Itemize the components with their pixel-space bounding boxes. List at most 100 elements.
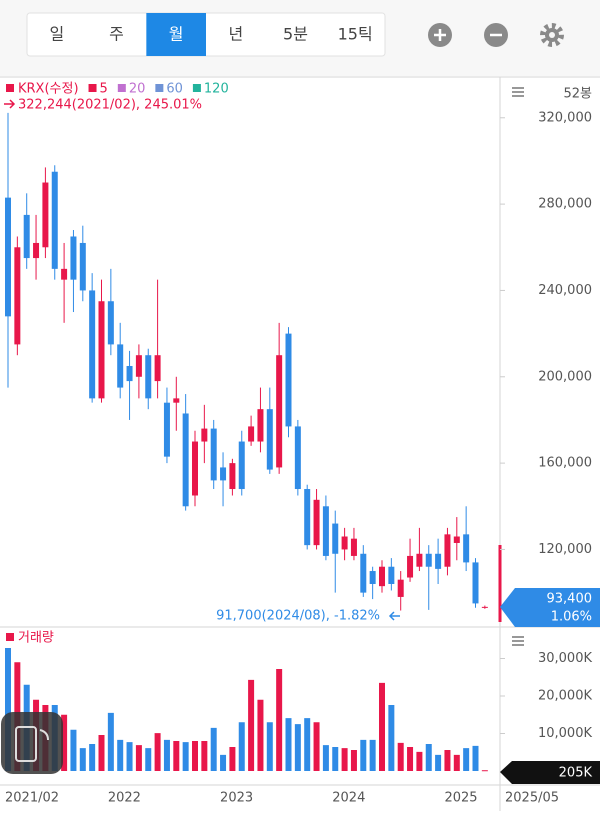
volume-bar: [435, 754, 442, 771]
legend: KRX(수정) 5 20 60 120: [6, 82, 229, 97]
volume-bar: [229, 747, 236, 771]
volume-bar: [182, 742, 189, 771]
volume-bar: [5, 648, 11, 771]
legend-label: 120: [204, 82, 229, 97]
candle-body: [154, 355, 161, 382]
high-annotation: 322,244(2021/02), 245.01%: [18, 98, 202, 113]
candle-body: [472, 562, 479, 604]
volume-bar: [70, 729, 77, 771]
y-tick-label: 10,000K: [538, 726, 592, 741]
candle-body: [79, 242, 86, 291]
tab-group: 일 주 월 년 5분 15틱: [49, 13, 373, 56]
volume-bar: [304, 718, 311, 771]
volume-title: 거래량: [18, 631, 54, 646]
y-tick-label: 280,000: [538, 197, 592, 212]
x-tick-label: 2024: [332, 791, 365, 806]
candle-body: [407, 555, 414, 578]
candle-body: [369, 571, 376, 584]
settings-button[interactable]: [540, 23, 564, 47]
current-volume: 205K: [559, 766, 593, 781]
candle-body: [33, 242, 40, 259]
candle-body: [294, 426, 301, 490]
tab[interactable]: 년: [228, 25, 243, 44]
candle-body: [379, 566, 385, 587]
candle-body: [23, 214, 30, 259]
volume-bar: [453, 754, 460, 771]
tab[interactable]: 15틱: [338, 25, 373, 44]
legend-swatch: [192, 84, 201, 92]
volume-bar: [360, 739, 367, 771]
menu-icon[interactable]: [512, 636, 524, 646]
candle-body: [481, 606, 488, 608]
volume-bar: [416, 751, 423, 771]
volume-bar: [341, 748, 348, 771]
legend-label: 20: [129, 82, 146, 97]
volume-bar: [322, 745, 329, 771]
candle-body: [42, 182, 49, 248]
current-volume-tag: [500, 761, 600, 784]
candle-body: [266, 409, 273, 470]
menu-icon[interactable]: [512, 87, 524, 97]
y-tick-label: 120,000: [538, 542, 592, 557]
tab[interactable]: 주: [109, 25, 124, 44]
candle-body: [14, 247, 21, 345]
candle-body: [163, 402, 170, 457]
volume-bar: [444, 750, 451, 771]
current-price: 93,400: [547, 592, 593, 607]
candle-body: [444, 534, 451, 567]
volume-bar: [276, 669, 283, 771]
zoom-out-button[interactable]: [484, 23, 508, 47]
volume-bar: [257, 699, 264, 771]
volume-bar: [192, 741, 198, 771]
x-tick-label: 2023: [220, 791, 253, 806]
volume-bar: [285, 718, 292, 771]
tab[interactable]: 월: [169, 25, 184, 44]
candle-body: [210, 428, 217, 481]
candle-body: [416, 553, 423, 567]
candle-body: [397, 579, 404, 597]
volume-bar: [154, 733, 161, 771]
volume-bar: [463, 748, 470, 771]
candle-body: [341, 536, 348, 550]
volume-bar: [126, 742, 133, 771]
candle-body: [229, 463, 236, 490]
volume-bar: [117, 739, 124, 771]
candle-body: [173, 398, 180, 403]
candle-body: [135, 355, 142, 377]
volume-bar: [238, 722, 245, 771]
volume-bar: [173, 741, 180, 771]
candle-body: [117, 344, 124, 388]
volume-bar: [407, 747, 414, 771]
candle-body: [435, 553, 442, 569]
tab-selected: [146, 13, 206, 56]
y-tick-label: 240,000: [538, 283, 592, 298]
tab[interactable]: 일: [49, 25, 64, 44]
candle-body: [126, 365, 133, 382]
volume-bar: [313, 722, 320, 771]
volume-bar: [220, 754, 227, 771]
candle-body: [248, 426, 255, 442]
low-arrow: [388, 611, 400, 621]
x-tick-label: 2022: [108, 791, 141, 806]
volume-bar: [369, 739, 376, 771]
legend-title: KRX(수정): [18, 82, 79, 97]
floating-button[interactable]: [1, 712, 63, 774]
legend-swatch: [117, 84, 126, 92]
candle-body: [70, 236, 77, 280]
zoom-in-button[interactable]: [428, 23, 452, 47]
x-tick-label: 2021/02: [5, 791, 59, 806]
current-change: 1.06%: [551, 610, 592, 625]
volume-bar: [145, 748, 152, 771]
volume-bar: [248, 679, 255, 771]
candle-body: [5, 197, 11, 317]
y-tick-label: 320,000: [538, 110, 592, 125]
low-annotation: 91,700(2024/08), -1.82%: [216, 609, 380, 624]
volume-bar: [135, 745, 142, 771]
tab[interactable]: 5분: [283, 25, 308, 44]
bar-count: 52봉: [563, 87, 592, 102]
candle-body: [425, 553, 432, 567]
x-tick-label: 2025: [444, 791, 477, 806]
volume-bar: [266, 722, 273, 771]
legend-label: 60: [166, 82, 183, 97]
